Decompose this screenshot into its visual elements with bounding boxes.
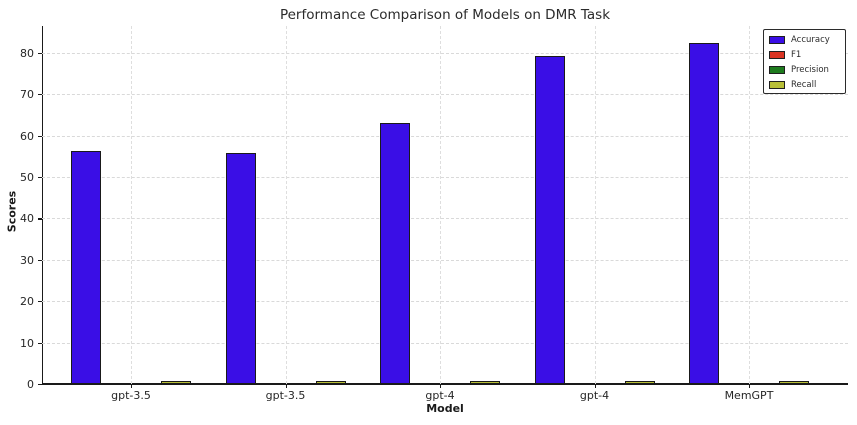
y-tick-label: 0 [27,378,34,391]
v-gridline [285,26,287,384]
h-gridline [42,301,848,303]
y-axis-spine [42,26,44,384]
y-axis-label: Scores [5,190,19,233]
y-tick-mark [38,177,42,179]
x-tick-label: MemGPT [724,389,774,402]
legend-label: Recall [791,79,817,90]
legend-label: F1 [791,49,802,60]
bar-accuracy-gpt-4 [380,122,410,384]
h-gridline [42,135,848,137]
y-tick-mark [38,301,42,303]
chart-title: Performance Comparison of Models on DMR … [279,7,611,23]
plot-area [42,26,848,385]
bar-accuracy-MemGPT [689,42,719,384]
h-gridline [42,177,848,179]
y-tick-mark [38,135,42,137]
h-gridline [42,94,848,96]
legend-swatch-icon [769,50,785,59]
x-tick-mark [285,384,287,388]
legend-item-precision: Precision [769,64,840,75]
bar-recall-gpt-4 [470,380,500,384]
bar-recall-MemGPT [779,380,809,384]
y-tick-label: 40 [20,212,34,226]
bar-accuracy-gpt-3.5 [225,153,256,384]
bar-recall-gpt-4 [624,380,655,384]
y-tick-mark [38,384,42,386]
legend-swatch-icon [769,35,785,44]
v-gridline [440,26,441,384]
x-tick-label: gpt-4 [579,389,610,402]
legend-swatch-icon [769,80,785,89]
h-gridline [42,218,848,220]
legend-item-accuracy: Accuracy [769,34,840,45]
x-tick-label: gpt-3.5 [111,389,151,402]
y-tick-label: 10 [20,336,34,350]
y-tick-mark [38,259,42,262]
h-gridline [42,259,848,261]
x-axis-spine [42,383,848,385]
h-gridline [42,52,848,54]
legend-label: Precision [791,64,829,75]
x-tick-mark [440,384,442,388]
x-tick-mark [594,384,596,388]
legend-swatch-icon [769,65,785,74]
x-tick-label: gpt-4 [425,389,455,402]
bar-recall-gpt-3.5 [161,380,191,384]
legend-item-recall: Recall [769,79,840,90]
x-tick-mark [749,384,751,388]
bar-accuracy-gpt-3.5 [71,151,101,384]
v-gridline [749,26,750,384]
bar-accuracy-gpt-4 [534,56,565,384]
y-tick-mark [38,342,42,344]
y-tick-mark [38,218,42,220]
h-gridline [42,342,848,344]
x-tick-label: gpt-3.5 [265,389,306,402]
x-tick-mark [131,384,133,388]
bar-recall-gpt-3.5 [315,380,346,384]
v-gridline [131,26,132,384]
y-tick-label: 80 [20,46,34,60]
y-tick-label: 50 [20,171,34,185]
y-tick-label: 20 [20,295,34,309]
legend-item-f1: F1 [769,49,840,60]
v-gridline [594,26,596,384]
x-axis-label: Model [426,402,464,415]
y-tick-label: 60 [20,129,34,143]
y-tick-mark [38,52,42,55]
legend: Accuracy F1 Precision Recall [763,29,846,94]
y-tick-label: 70 [20,88,34,102]
y-tick-mark [38,94,42,96]
y-tick-label: 30 [20,253,34,267]
legend-label: Accuracy [791,34,830,45]
